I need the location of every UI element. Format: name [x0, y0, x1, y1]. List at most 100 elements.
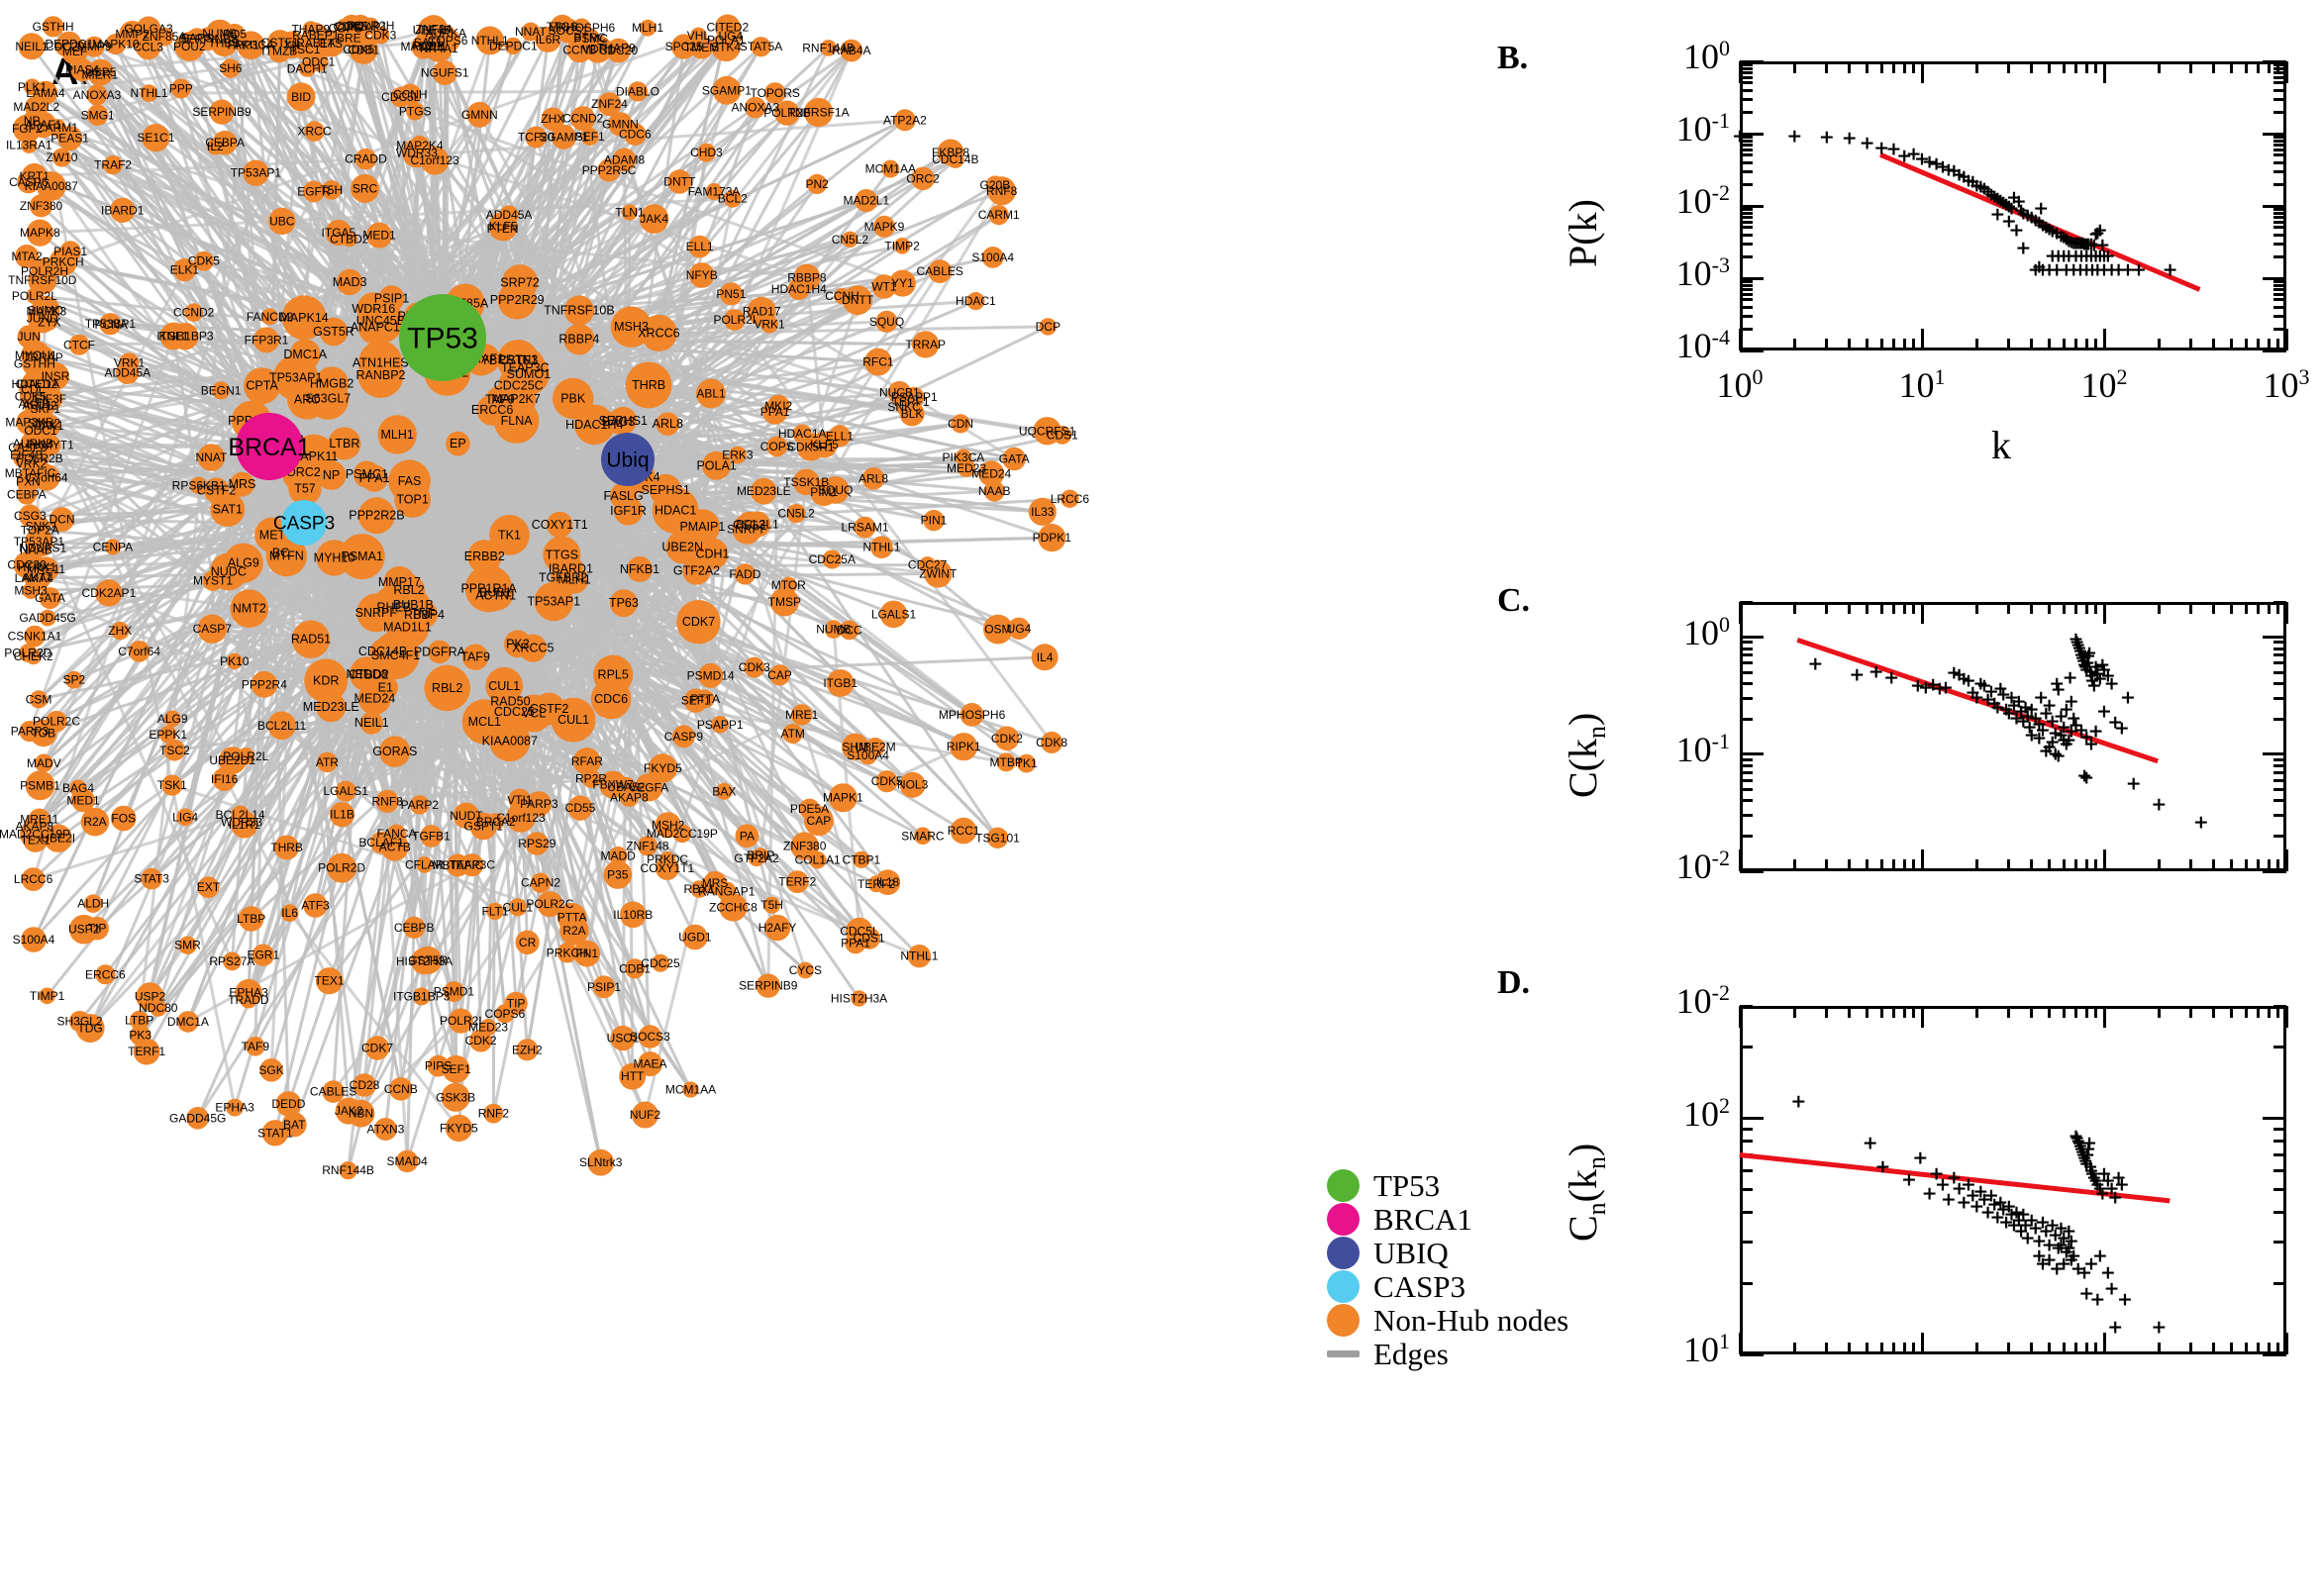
network-node[interactable]: [235, 978, 262, 1007]
network-node[interactable]: [807, 173, 828, 194]
network-node[interactable]: [734, 563, 757, 585]
network-node[interactable]: [606, 38, 631, 63]
network-node[interactable]: [899, 771, 926, 798]
network-node[interactable]: [705, 183, 723, 201]
network-node[interactable]: [797, 961, 814, 979]
network-node[interactable]: [357, 351, 404, 398]
network-node[interactable]: [853, 850, 870, 868]
network-node[interactable]: [950, 817, 977, 845]
network-node[interactable]: [665, 531, 699, 564]
network-node[interactable]: [259, 1058, 283, 1082]
network-node[interactable]: [951, 414, 970, 434]
network-node[interactable]: [790, 832, 819, 860]
network-node[interactable]: [983, 614, 1013, 645]
network-node[interactable]: [420, 146, 450, 175]
network-node[interactable]: [341, 231, 357, 248]
network-node[interactable]: [475, 26, 505, 55]
network-node[interactable]: [50, 507, 74, 533]
network-node[interactable]: [44, 824, 72, 852]
network-node[interactable]: [839, 620, 859, 641]
network-node[interactable]: [103, 155, 123, 175]
network-node[interactable]: [1038, 524, 1066, 552]
network-node[interactable]: [75, 1014, 105, 1043]
network-node[interactable]: [745, 96, 766, 119]
network-node[interactable]: [769, 587, 799, 617]
network-node[interactable]: [316, 460, 347, 490]
network-node[interactable]: [329, 802, 355, 828]
network-node[interactable]: [291, 620, 331, 658]
network-node[interactable]: [245, 1037, 265, 1056]
network-node[interactable]: [609, 589, 638, 618]
network-node[interactable]: [994, 726, 1020, 751]
network-node[interactable]: [339, 1161, 357, 1180]
network-node[interactable]: [416, 856, 434, 873]
network-node[interactable]: [766, 436, 788, 457]
network-node[interactable]: [937, 139, 964, 166]
network-node[interactable]: [912, 331, 940, 358]
network-node[interactable]: [703, 870, 727, 895]
network-node[interactable]: [656, 412, 680, 437]
network-node[interactable]: [410, 795, 430, 815]
network-node[interactable]: [69, 779, 87, 797]
network-node[interactable]: [359, 711, 383, 735]
network-node[interactable]: [154, 27, 174, 47]
network-node[interactable]: [547, 511, 573, 539]
network-node[interactable]: [111, 621, 130, 641]
network-node[interactable]: [366, 222, 393, 249]
network-node[interactable]: [140, 84, 158, 102]
network-node[interactable]: [875, 770, 898, 793]
network-node[interactable]: [682, 556, 711, 585]
network-node[interactable]: [508, 788, 532, 812]
network-node[interactable]: [396, 1149, 419, 1173]
network-node[interactable]: [479, 1019, 497, 1036]
network-node[interactable]: [68, 334, 90, 355]
network-node[interactable]: [261, 308, 278, 326]
network-node[interactable]: [193, 250, 214, 271]
network-node[interactable]: [236, 31, 265, 59]
network-node[interactable]: [390, 86, 412, 108]
network-node[interactable]: [178, 936, 197, 954]
network-node[interactable]: [197, 444, 226, 471]
network-node[interactable]: [855, 189, 878, 213]
network-node[interactable]: [658, 850, 676, 868]
network-node[interactable]: [593, 654, 634, 695]
network-node[interactable]: [597, 158, 621, 182]
network-node[interactable]: [526, 791, 553, 817]
network-node[interactable]: [85, 916, 109, 941]
network-node[interactable]: [281, 295, 327, 341]
network-node[interactable]: [27, 303, 57, 334]
network-node[interactable]: [226, 1098, 245, 1117]
network-node[interactable]: [360, 464, 388, 492]
network-node[interactable]: [799, 798, 820, 820]
network-node[interactable]: [842, 733, 869, 760]
network-node[interactable]: [461, 699, 507, 745]
network-node[interactable]: [610, 482, 638, 510]
network-node[interactable]: [914, 827, 932, 846]
network-node[interactable]: [537, 891, 563, 918]
network-node[interactable]: [696, 143, 716, 162]
network-node[interactable]: [556, 943, 577, 963]
network-node[interactable]: [672, 725, 695, 748]
network-node[interactable]: [176, 808, 195, 827]
network-node[interactable]: [186, 1107, 209, 1130]
network-node[interactable]: [364, 1036, 390, 1060]
network-node[interactable]: [39, 587, 61, 610]
network-node[interactable]: [893, 109, 916, 132]
network-node[interactable]: [563, 295, 595, 326]
network-node[interactable]: [327, 852, 357, 883]
network-node[interactable]: [466, 101, 493, 128]
network-node[interactable]: [735, 824, 759, 848]
network-node[interactable]: [170, 78, 191, 99]
network-node[interactable]: [142, 124, 170, 152]
network-node[interactable]: [786, 503, 806, 524]
network-node[interactable]: [209, 99, 235, 125]
network-node[interactable]: [996, 752, 1016, 772]
network-node[interactable]: [978, 460, 1005, 487]
network-node[interactable]: [412, 987, 431, 1006]
network-node[interactable]: [95, 964, 116, 985]
network-node[interactable]: [763, 82, 786, 104]
network-node[interactable]: [632, 1101, 658, 1129]
network-node[interactable]: [516, 1039, 539, 1061]
network-node[interactable]: [414, 946, 443, 975]
network-node[interactable]: [792, 424, 812, 444]
